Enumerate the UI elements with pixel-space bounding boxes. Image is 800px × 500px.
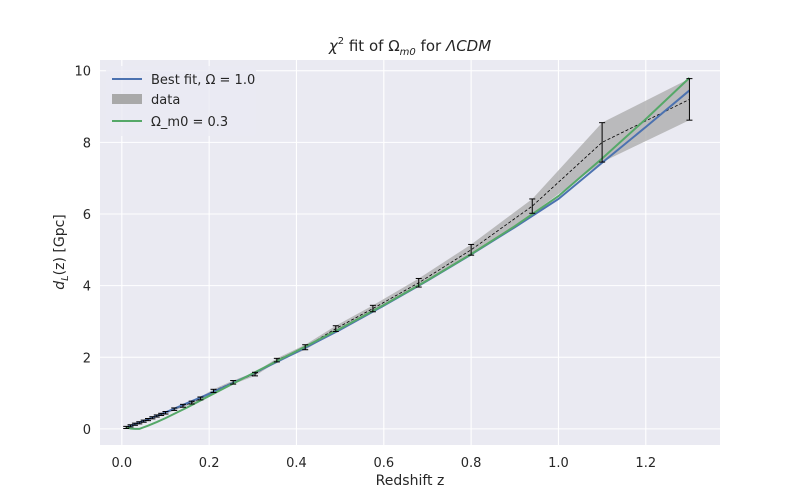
y-tick-label: 0 — [83, 423, 91, 438]
errorbar — [123, 425, 130, 430]
x-tick-label: 0.0 — [111, 456, 132, 471]
title-for: for — [416, 37, 446, 55]
y-axis-label: dL(z) [Gpc] — [52, 214, 71, 290]
tick-labels-layer: 0.0 0.2 0.4 0.6 0.8 1.0 1.2 0 2 4 6 8 10 — [74, 65, 656, 471]
ylabel-d: d — [52, 281, 68, 290]
ylabel-rest: (z) [Gpc] — [52, 214, 68, 275]
y-tick-label: 6 — [83, 208, 91, 223]
legend-model-label: Ω_m0 = 0.3 — [151, 115, 228, 130]
x-axis-label: Redshift z — [376, 473, 445, 489]
errorbar — [302, 344, 309, 351]
errorbar — [171, 407, 178, 411]
errorbar — [369, 304, 376, 313]
errorbar-layer — [123, 78, 693, 430]
data-uncertainty-band — [126, 78, 690, 429]
errorbar — [599, 122, 606, 163]
errorbar — [273, 357, 280, 363]
errorbar — [140, 419, 147, 423]
title-omega-sub: m0 — [400, 47, 416, 58]
y-tick-label: 4 — [83, 280, 91, 295]
errorbar — [197, 396, 204, 401]
title-omega: Ω — [388, 37, 399, 55]
errorbar — [136, 421, 143, 425]
y-tick-label: 2 — [83, 351, 91, 366]
errorbar — [162, 411, 169, 415]
errorbar — [188, 400, 195, 405]
x-tick-label: 1.0 — [548, 456, 569, 471]
y-tick-label: 8 — [83, 136, 91, 151]
errorbar — [529, 198, 536, 214]
legend-data-label: data — [151, 93, 180, 108]
errorbar — [153, 414, 160, 418]
errorbar — [230, 380, 237, 385]
legend: Best fit, Ω = 1.0 data Ω_m0 = 0.3 — [106, 66, 256, 136]
legend-data-swatch — [112, 94, 142, 104]
legend-best-fit-label: Best fit, Ω = 1.0 — [151, 73, 255, 88]
data-band-layer — [126, 78, 690, 429]
x-tick-label: 0.2 — [199, 456, 220, 471]
errorbar — [210, 388, 217, 394]
title-lcdm: ΛCDM — [445, 37, 491, 55]
x-tick-label: 0.6 — [373, 456, 394, 471]
title-chi-sup: 2 — [338, 36, 344, 47]
errorbar — [127, 424, 134, 428]
y-tick-label: 10 — [74, 65, 91, 80]
errorbar — [332, 325, 339, 332]
x-tick-label: 1.2 — [635, 456, 656, 471]
x-tick-label: 0.8 — [461, 456, 482, 471]
title-chi: χ — [328, 37, 339, 55]
legend-box — [106, 66, 256, 136]
errorbar — [468, 243, 475, 256]
chart-title: χ2 fit of Ωm0 for ΛCDM — [328, 36, 491, 58]
errorbar — [179, 403, 186, 408]
errorbar — [686, 78, 693, 121]
errorbar — [158, 412, 165, 416]
title-fit-of: fit of — [344, 37, 388, 55]
errorbar — [415, 277, 422, 288]
errorbar — [131, 422, 138, 426]
errorbar — [252, 371, 258, 377]
x-tick-label: 0.4 — [286, 456, 307, 471]
ylabel-sub: L — [60, 275, 71, 281]
